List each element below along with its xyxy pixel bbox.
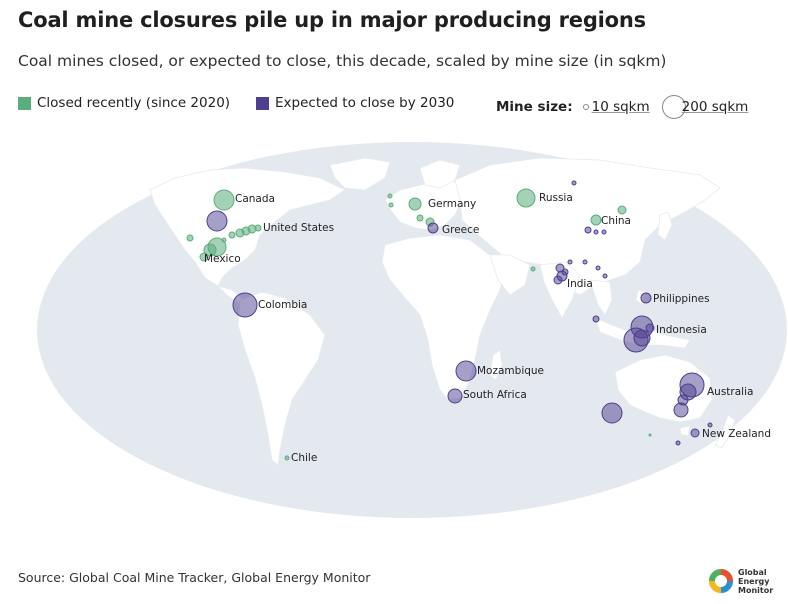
closed-mine-circle — [530, 266, 536, 272]
closed-mine-circle — [388, 202, 394, 208]
logo-text: Global Energy Monitor — [738, 568, 773, 595]
label-germany: Germany — [428, 198, 476, 210]
arabia-landmass — [489, 254, 531, 296]
expected-mine-circle — [592, 315, 600, 323]
closed-mine-circle — [648, 433, 652, 437]
expected-mine-circle — [455, 360, 477, 382]
closed-mine-circle — [213, 189, 235, 211]
legend-closed: Closed recently (since 2020) — [18, 95, 230, 111]
legend-expected-label: Expected to close by 2030 — [275, 95, 455, 111]
size-title: Mine size: — [496, 99, 573, 115]
label-philippines: Philippines — [653, 293, 710, 305]
legend-closed-label: Closed recently (since 2020) — [37, 95, 231, 111]
expected-mine-circle — [673, 402, 689, 418]
expected-mine-circle — [447, 388, 463, 404]
label-chile: Chile — [291, 452, 317, 464]
expected-swatch — [256, 96, 269, 110]
label-china: China — [601, 215, 631, 227]
world-map: Canada United States Mexico Colombia Chi… — [37, 142, 787, 518]
closed-mine-circle — [408, 197, 422, 211]
africa-landmass — [381, 234, 506, 401]
closed-mine-circle — [254, 224, 262, 232]
label-india: India — [567, 278, 593, 290]
legend: Closed recently (since 2020) Expected to… — [18, 95, 788, 119]
expected-mine-circle — [593, 229, 599, 235]
expected-mine-circle — [602, 273, 608, 279]
closed-mine-circle — [186, 234, 194, 242]
tasmania-landmass — [679, 425, 691, 437]
expected-mine-circle — [601, 229, 607, 235]
legend-expected: Expected to close by 2030 — [256, 95, 454, 111]
gem-logo: Global Energy Monitor — [708, 566, 780, 598]
expected-mine-circle — [707, 422, 713, 428]
greenland-landmass — [329, 157, 391, 191]
logo-line1: Global — [738, 568, 767, 577]
size-large-label: 200 sqkm — [681, 99, 749, 115]
globe-logo-icon — [708, 568, 734, 594]
logo-line2: Energy — [738, 577, 770, 586]
expected-mine-circle — [571, 180, 577, 186]
expected-mine-circle — [690, 428, 700, 438]
chart-title: Coal mine closures pile up in major prod… — [18, 8, 646, 32]
label-indonesia: Indonesia — [656, 324, 707, 336]
size-small-circle — [582, 104, 589, 110]
europe-landmass — [384, 179, 471, 231]
madagascar-landmass — [489, 349, 503, 381]
southeast-asia-landmass — [589, 279, 613, 316]
japan-landmass — [657, 211, 673, 241]
closed-swatch — [18, 96, 31, 110]
closed-mine-circle — [228, 231, 236, 239]
source-note: Source: Global Coal Mine Tracker, Global… — [18, 570, 371, 585]
expected-mine-circle — [633, 329, 651, 347]
expected-mine-circle — [640, 292, 652, 304]
label-russia: Russia — [539, 192, 573, 204]
expected-mine-circle — [675, 440, 681, 446]
label-canada: Canada — [235, 193, 275, 205]
expected-mine-circle — [584, 226, 592, 234]
expected-mine-circle — [567, 259, 573, 265]
mine-circles — [186, 180, 713, 461]
expected-mine-circle — [206, 210, 228, 232]
closed-mine-circle — [416, 214, 424, 222]
label-mozambique: Mozambique — [477, 365, 544, 377]
label-greece: Greece — [442, 224, 479, 236]
closed-mine-circle — [221, 237, 227, 243]
label-south-africa: South Africa — [463, 389, 527, 401]
closed-mine-circle — [284, 455, 290, 461]
expected-mine-circle — [601, 402, 623, 424]
expected-mine-circle — [645, 323, 655, 333]
size-small-label: 10 sqkm — [591, 99, 650, 115]
expected-mine-circle — [595, 265, 601, 271]
closed-mine-circle — [203, 243, 217, 257]
label-new-zealand: New Zealand — [702, 428, 771, 440]
expected-mine-circle — [556, 270, 568, 282]
closed-mine-circle — [199, 252, 209, 262]
label-united-states: United States — [263, 222, 334, 234]
australia-landmass — [614, 354, 713, 423]
closed-mine-circle — [617, 205, 627, 215]
closed-mine-circle — [387, 193, 393, 199]
legend-mine-size: Mine size: 10 sqkm 200 sqkm — [496, 95, 748, 119]
size-large-circle — [661, 95, 686, 119]
logo-line3: Monitor — [738, 586, 774, 595]
label-mexico: Mexico — [204, 253, 241, 265]
new-zealand-landmass — [714, 414, 736, 449]
closed-mine-circle — [590, 214, 602, 226]
expected-mine-circle — [232, 292, 258, 318]
label-colombia: Colombia — [258, 299, 307, 311]
south-america-landmass — [237, 291, 326, 466]
india-landmass — [539, 261, 581, 319]
expected-mine-circle — [427, 222, 439, 234]
chart-subtitle: Coal mines closed, or expected to close,… — [18, 52, 667, 70]
label-australia: Australia — [707, 386, 753, 398]
expected-mine-circle — [582, 259, 588, 265]
closed-mine-circle — [516, 188, 536, 208]
